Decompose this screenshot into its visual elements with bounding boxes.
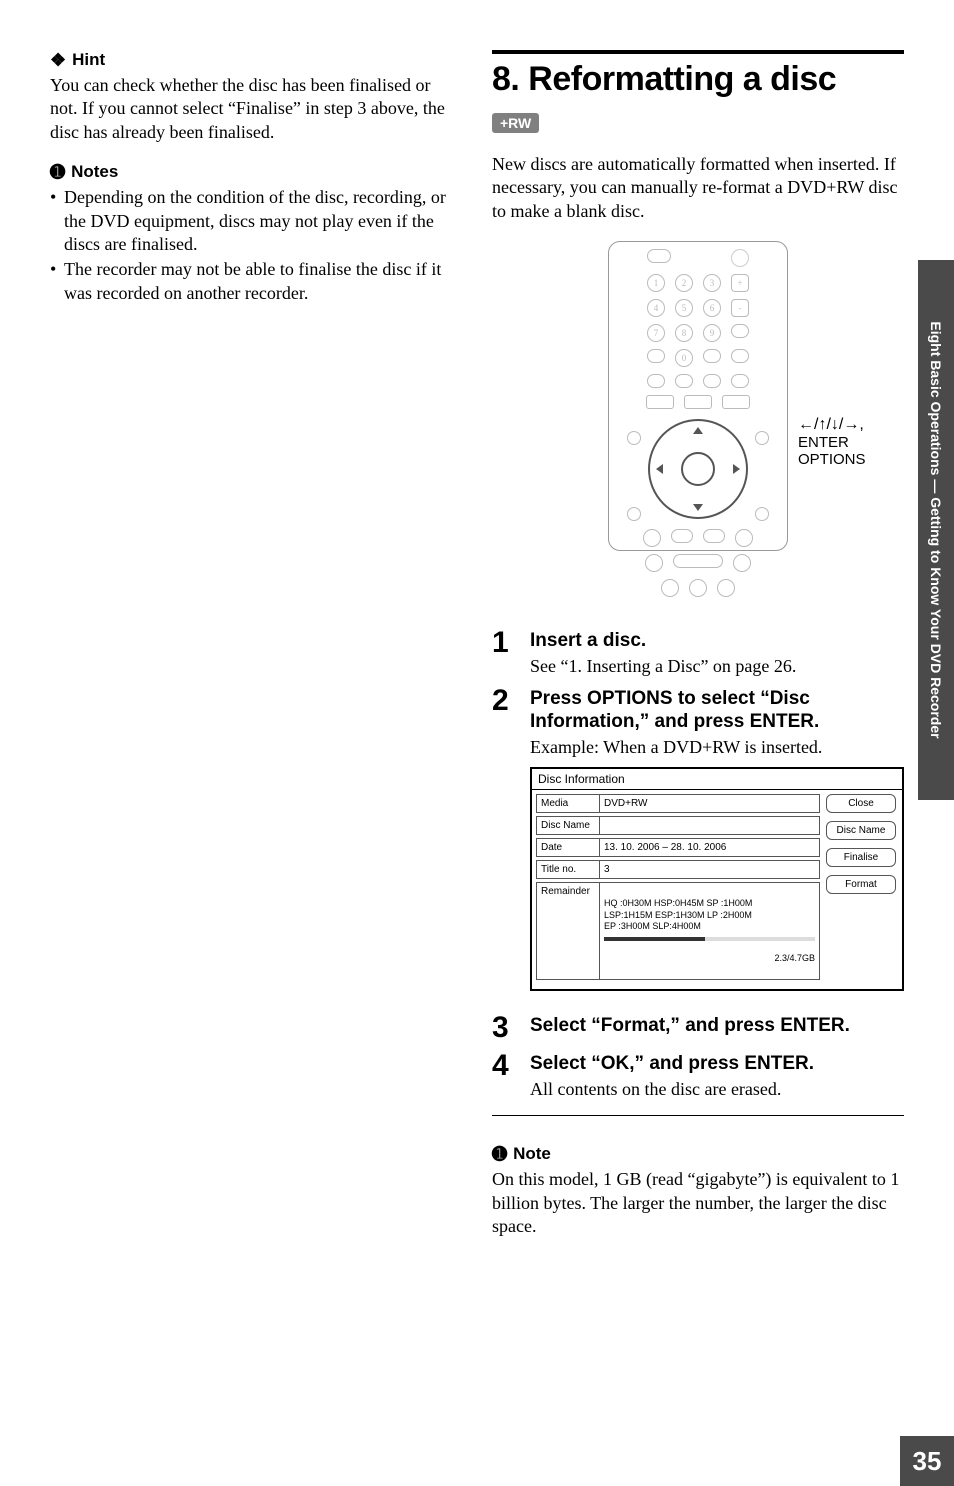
di-label: Disc Name: [536, 816, 600, 835]
step-text: All contents on the disc are erased.: [530, 1078, 904, 1101]
steps-list: 1 Insert a disc. See “1. Inserting a Dis…: [492, 628, 904, 1101]
notes-header: ➊ Notes: [50, 162, 462, 182]
options-label: OPTIONS: [798, 451, 866, 468]
step-number: 1: [492, 628, 516, 678]
usage-text: 2.3/4.7GB: [604, 953, 815, 965]
di-label: Media: [536, 794, 600, 813]
step-1: 1 Insert a disc. See “1. Inserting a Dis…: [492, 628, 904, 678]
hint-icon: ❖: [50, 51, 66, 69]
disc-info-buttons: Close Disc Name Finalise Format: [826, 794, 896, 983]
disc-type-badge: +RW: [492, 113, 539, 133]
enter-label: ENTER: [798, 434, 866, 451]
intro-text: New discs are automatically formatted wh…: [492, 153, 904, 223]
notes-list: Depending on the condition of the disc, …: [50, 186, 462, 305]
notes-icon: ➊: [50, 163, 65, 181]
notes-item: The recorder may not be able to finalise…: [50, 258, 462, 305]
close-button[interactable]: Close: [826, 794, 896, 813]
di-value: HQ :0H30M HSP:0H45M SP :1H00M LSP:1H15M …: [600, 882, 820, 980]
note-label: Note: [513, 1144, 551, 1164]
di-value: DVD+RW: [600, 794, 820, 813]
page-number: 35: [900, 1436, 954, 1486]
disc-info-panel: Disc Information Media DVD+RW Disc Name: [530, 767, 904, 991]
note-icon: ➊: [492, 1145, 507, 1163]
section-title-bar: 8. Reformatting a disc: [492, 50, 904, 99]
step-number: 3: [492, 1013, 516, 1043]
di-value: [600, 816, 820, 835]
side-tab-text: Eight Basic Operations — Getting to Know…: [928, 260, 944, 800]
remote-body: 123+ 456- 789 0: [608, 241, 788, 551]
di-value: 13. 10. 2006 – 28. 10. 2006: [600, 838, 820, 857]
di-label: Title no.: [536, 860, 600, 879]
step-text: See “1. Inserting a Disc” on page 26.: [530, 655, 904, 678]
step-number: 4: [492, 1051, 516, 1101]
separator: [492, 1115, 904, 1116]
note-text: On this model, 1 GB (read “gigabyte”) is…: [492, 1168, 904, 1238]
step-head: Select “OK,” and press ENTER.: [530, 1053, 904, 1076]
hint-label: Hint: [72, 50, 105, 70]
disc-info-table: Media DVD+RW Disc Name Date 13. 10. 2006: [536, 794, 820, 983]
hint-text: You can check whether the disc has been …: [50, 74, 462, 144]
step-head: Insert a disc.: [530, 630, 904, 653]
step-text: Example: When a DVD+RW is inserted.: [530, 736, 904, 759]
di-label: Remainder: [536, 882, 600, 980]
notes-label: Notes: [71, 162, 118, 182]
step-number: 2: [492, 686, 516, 1005]
hint-header: ❖ Hint: [50, 50, 462, 70]
format-button[interactable]: Format: [826, 875, 896, 894]
remote-illustration: 123+ 456- 789 0: [492, 241, 904, 602]
remote-callout: ←/↑/↓/→, ENTER OPTIONS: [798, 416, 866, 468]
section-title: 8. Reformatting a disc: [492, 60, 904, 99]
step-2: 2 Press OPTIONS to select “Disc Informat…: [492, 686, 904, 1005]
side-tab: Eight Basic Operations — Getting to Know…: [918, 260, 954, 800]
step-head: Press OPTIONS to select “Disc Informatio…: [530, 688, 904, 734]
finalise-button[interactable]: Finalise: [826, 848, 896, 867]
step-3: 3 Select “Format,” and press ENTER.: [492, 1013, 904, 1043]
notes-item: Depending on the condition of the disc, …: [50, 186, 462, 256]
disc-name-button[interactable]: Disc Name: [826, 821, 896, 840]
note-header: ➊ Note: [492, 1144, 904, 1164]
arrows-label: ←/↑/↓/→,: [798, 416, 866, 434]
left-column: ❖ Hint You can check whether the disc ha…: [50, 50, 462, 1410]
step-head: Select “Format,” and press ENTER.: [530, 1015, 904, 1038]
di-value: 3: [600, 860, 820, 879]
right-column: 8. Reformatting a disc +RW New discs are…: [492, 50, 904, 1410]
di-label: Date: [536, 838, 600, 857]
disc-info-title: Disc Information: [532, 769, 902, 790]
step-4: 4 Select “OK,” and press ENTER. All cont…: [492, 1051, 904, 1101]
nav-ring: [648, 419, 748, 519]
di-remainder-text: HQ :0H30M HSP:0H45M SP :1H00M LSP:1H15M …: [604, 898, 752, 931]
usage-bar: [604, 937, 815, 941]
